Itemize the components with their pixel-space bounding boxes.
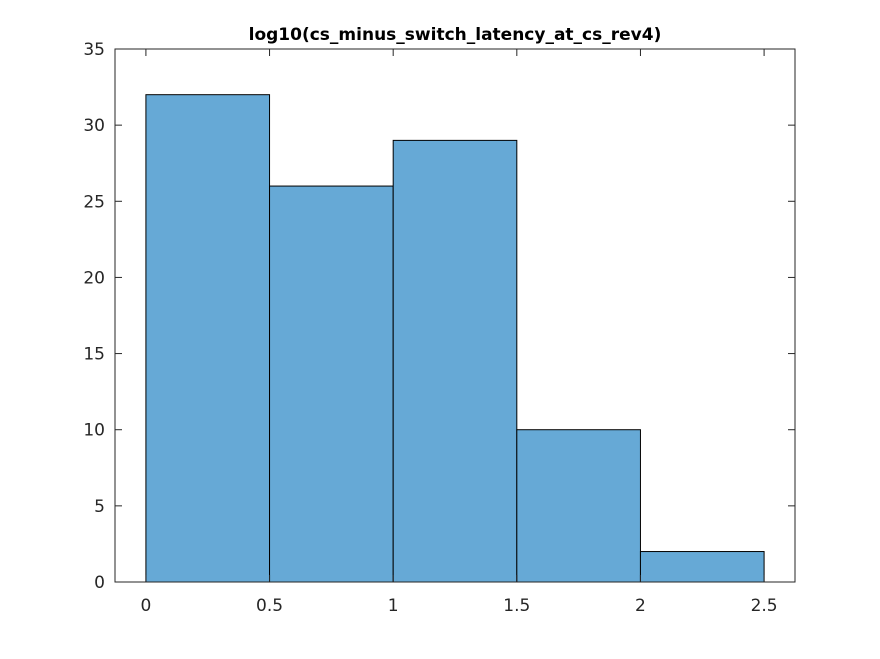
y-tick-label: 25 [83, 192, 105, 212]
chart-title: log10(cs_minus_switch_latency_at_cs_rev4… [249, 25, 662, 45]
y-tick-label: 30 [83, 116, 105, 136]
axes-box [114, 48, 796, 583]
bars-group [145, 94, 765, 583]
histogram-bar [639, 551, 765, 583]
x-axis-ticks: 0 0.5 1 1.5 2 2.5 [140, 49, 778, 616]
y-tick-label: 20 [83, 268, 105, 288]
y-tick-label: 35 [83, 40, 105, 60]
y-tick-label: 10 [83, 421, 105, 441]
y-tick-label: 15 [83, 345, 105, 365]
y-tick-label: 5 [94, 497, 105, 517]
histogram-bar [516, 429, 641, 583]
y-axis-ticks: 0 5 10 15 20 25 30 35 [83, 40, 795, 593]
y-tick-label: 0 [94, 573, 105, 593]
histogram-bar [269, 185, 394, 583]
x-tick-label: 2 [635, 596, 646, 616]
histogram-bar [392, 139, 518, 583]
x-tick-label: 2.5 [751, 596, 778, 616]
x-tick-label: 1.5 [503, 596, 530, 616]
x-tick-label: 0.5 [256, 596, 283, 616]
histogram-bar [145, 94, 271, 583]
x-tick-label: 1 [388, 596, 399, 616]
x-tick-label: 0 [140, 596, 151, 616]
